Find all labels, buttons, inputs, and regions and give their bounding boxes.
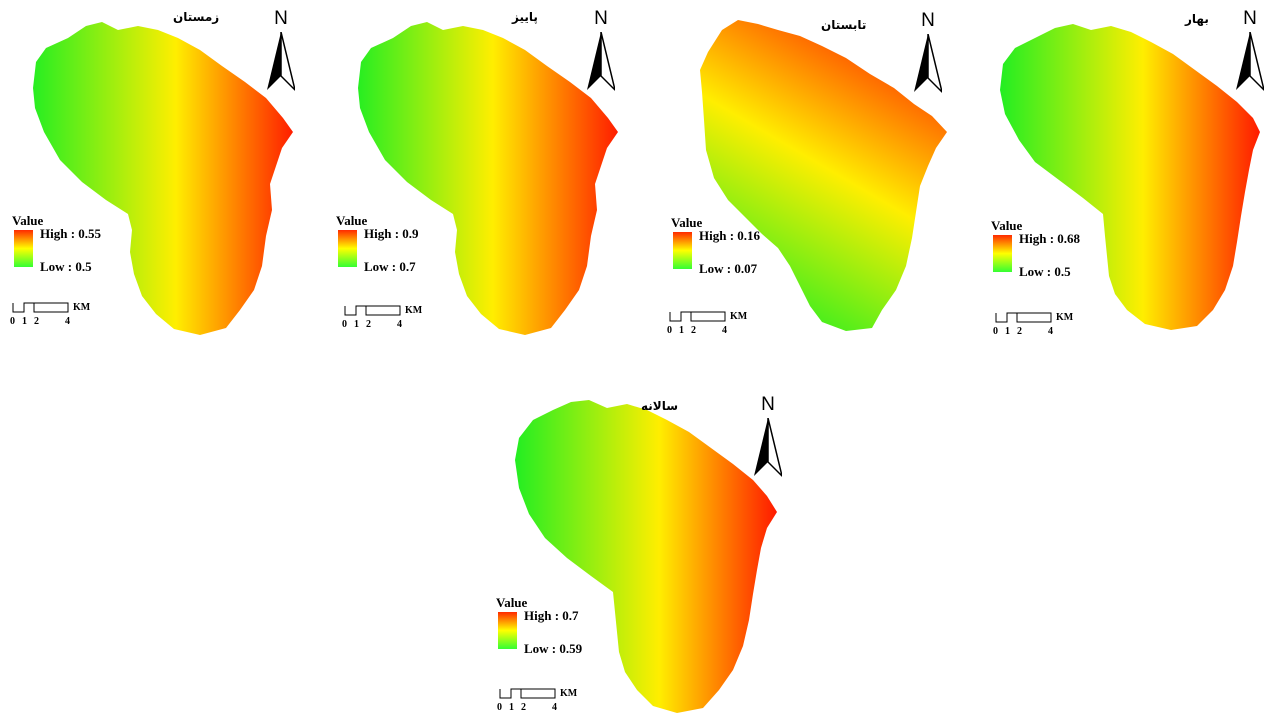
scale-bar-graphic bbox=[499, 688, 556, 699]
legend: Value High : 0.68 Low : 0.5 bbox=[991, 218, 1111, 288]
legend-title: Value bbox=[671, 215, 703, 230]
scale-tick: 1 bbox=[1005, 326, 1010, 337]
legend-high: High : 0.7 bbox=[524, 608, 579, 623]
north-arrow-icon bbox=[754, 418, 782, 478]
color-ramp bbox=[338, 230, 357, 267]
legend-low: Low : 0.59 bbox=[524, 641, 583, 656]
scale-bar: KM 0 1 2 4 bbox=[342, 303, 454, 333]
north-label: N bbox=[921, 10, 935, 31]
legend-low: Low : 0.7 bbox=[364, 259, 416, 274]
map-title: زمستان bbox=[173, 10, 220, 24]
basin-map bbox=[515, 400, 777, 713]
scale-bar-graphic bbox=[12, 302, 69, 313]
north-arrow-icon bbox=[1236, 32, 1264, 92]
scale-tick: 1 bbox=[509, 702, 514, 713]
scale-tick: 2 bbox=[34, 316, 39, 327]
legend-low: Low : 0.07 bbox=[699, 261, 758, 276]
scale-tick: 4 bbox=[1048, 326, 1053, 337]
map-panel-winter: زمستان N Value High : 0.55 Low : 0.5 KM … bbox=[0, 0, 320, 345]
scale-tick: 1 bbox=[22, 316, 27, 327]
north-arrow: N bbox=[264, 8, 298, 92]
map-title: سالانه bbox=[641, 399, 679, 413]
legend-high: High : 0.16 bbox=[699, 228, 761, 243]
scale-bar-graphic bbox=[344, 305, 401, 316]
north-arrow-icon bbox=[914, 34, 942, 94]
legend: Value High : 0.7 Low : 0.59 bbox=[496, 595, 616, 665]
scale-bar: KM 0 1 2 4 bbox=[10, 300, 122, 330]
legend-title: Value bbox=[12, 213, 44, 228]
scale-unit: KM bbox=[1056, 312, 1074, 323]
scale-unit: KM bbox=[730, 311, 748, 322]
map-title: پاییز bbox=[512, 10, 538, 24]
north-arrow: N bbox=[911, 10, 945, 94]
scale-tick: 4 bbox=[552, 702, 557, 713]
scale-tick: 2 bbox=[1017, 326, 1022, 337]
basin-map bbox=[1000, 24, 1260, 330]
legend-low: Low : 0.5 bbox=[40, 259, 92, 274]
north-arrow: N bbox=[751, 394, 785, 478]
scale-tick: 4 bbox=[65, 316, 70, 327]
scale-unit: KM bbox=[560, 688, 578, 699]
basin-map bbox=[33, 22, 293, 335]
scale-bar-graphic bbox=[669, 311, 726, 322]
north-arrow-icon bbox=[267, 32, 295, 92]
legend: Value High : 0.55 Low : 0.5 bbox=[12, 213, 132, 283]
map-panel-annual: سالانه N Value High : 0.7 Low : 0.59 KM … bbox=[485, 380, 785, 713]
legend-high: High : 0.68 bbox=[1019, 231, 1081, 246]
scale-bar: KM 0 1 2 4 bbox=[497, 686, 609, 716]
legend: Value High : 0.16 Low : 0.07 bbox=[671, 215, 791, 285]
legend: Value High : 0.9 Low : 0.7 bbox=[336, 213, 456, 283]
map-panel-autumn: پاییز N Value High : 0.9 Low : 0.7 KM 0 … bbox=[325, 0, 645, 345]
north-label: N bbox=[761, 394, 775, 415]
map-panel-spring: بهار N Value High : 0.68 Low : 0.5 KM 0 … bbox=[975, 0, 1265, 345]
legend-high: High : 0.9 bbox=[364, 226, 419, 241]
scale-tick: 1 bbox=[354, 319, 359, 330]
north-arrow: N bbox=[1233, 8, 1265, 92]
scale-tick: 0 bbox=[497, 702, 502, 713]
scale-tick: 1 bbox=[679, 325, 684, 336]
legend-high: High : 0.55 bbox=[40, 226, 102, 241]
north-label: N bbox=[274, 8, 288, 29]
scale-tick: 2 bbox=[521, 702, 526, 713]
legend-low: Low : 0.5 bbox=[1019, 264, 1071, 279]
legend-title: Value bbox=[496, 595, 528, 610]
basin-map bbox=[358, 22, 618, 335]
scale-tick: 0 bbox=[342, 319, 347, 330]
scale-tick: 2 bbox=[691, 325, 696, 336]
map-title: بهار bbox=[1185, 12, 1209, 26]
north-label: N bbox=[1243, 8, 1257, 29]
scale-bar: KM 0 1 2 4 bbox=[993, 310, 1105, 340]
color-ramp bbox=[498, 612, 517, 649]
map-title: تابستان bbox=[821, 18, 867, 32]
scale-tick: 0 bbox=[10, 316, 15, 327]
scale-bar: KM 0 1 2 4 bbox=[667, 309, 779, 339]
scale-tick: 0 bbox=[667, 325, 672, 336]
north-label: N bbox=[594, 8, 608, 29]
north-arrow: N bbox=[584, 8, 618, 92]
scale-tick: 4 bbox=[397, 319, 402, 330]
legend-title: Value bbox=[991, 218, 1023, 233]
scale-tick: 0 bbox=[993, 326, 998, 337]
north-arrow-icon bbox=[587, 32, 615, 92]
scale-tick: 2 bbox=[366, 319, 371, 330]
color-ramp bbox=[14, 230, 33, 267]
color-ramp bbox=[993, 235, 1012, 272]
scale-tick: 4 bbox=[722, 325, 727, 336]
color-ramp bbox=[673, 232, 692, 269]
scale-unit: KM bbox=[73, 302, 91, 313]
scale-unit: KM bbox=[405, 305, 423, 316]
scale-bar-graphic bbox=[995, 312, 1052, 323]
basin-map bbox=[700, 20, 947, 331]
map-panel-summer: تابستان N Value High : 0.16 Low : 0.07 K… bbox=[650, 0, 970, 345]
legend-title: Value bbox=[336, 213, 368, 228]
